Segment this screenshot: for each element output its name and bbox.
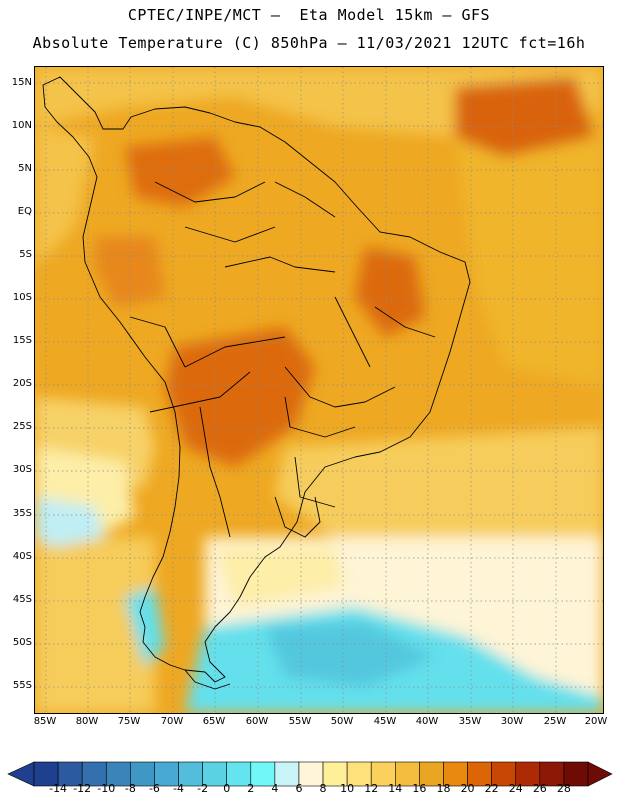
colorbar-tick-label: -10 — [97, 782, 116, 795]
lat-label: 40S — [12, 551, 32, 562]
colorbar-cell — [130, 761, 155, 787]
colorbar-cell — [250, 761, 276, 787]
colorbar-cell — [33, 761, 59, 787]
lon-label: 75W — [117, 716, 141, 727]
colorbar-tick-label: 28 — [556, 782, 571, 795]
colorbar-tick-label: 26 — [532, 782, 547, 795]
lon-label: 80W — [75, 716, 99, 727]
map-title-line2: Absolute Temperature (C) 850hPa – 11/03/… — [32, 34, 586, 52]
lat-label: 45S — [12, 594, 32, 605]
lon-label: 40W — [415, 716, 439, 727]
lon-label: 35W — [458, 716, 482, 727]
colorbar-tick-label: 12 — [364, 782, 379, 795]
colorbar-max-arrow — [587, 761, 613, 787]
lat-label: 50S — [12, 637, 32, 648]
lat-label: 10S — [12, 292, 32, 303]
colorbar-tick-label: 6 — [295, 782, 303, 795]
colorbar-cell — [443, 761, 468, 787]
colorbar-tick-label: -2 — [197, 782, 209, 795]
colorbar-tick-label: 0 — [223, 782, 231, 795]
lon-label: 50W — [330, 716, 354, 727]
colorbar-cell — [322, 761, 348, 787]
lon-label: 45W — [373, 716, 397, 727]
colorbar-cell — [202, 761, 227, 787]
colorbar-cell — [491, 761, 517, 787]
colorbar-tick-label: 18 — [436, 782, 451, 795]
lon-label: 65W — [202, 716, 226, 727]
lon-label: 25W — [543, 716, 567, 727]
colorbar-tick-label: -6 — [148, 782, 160, 795]
map-title-line1: CPTEC/INPE/MCT – Eta Model 15km – GFS — [127, 6, 491, 24]
coastlines — [42, 76, 471, 690]
colorbar-tick-label: 24 — [508, 782, 523, 795]
colorbar-cell — [298, 761, 324, 787]
lon-label: 20W — [584, 716, 608, 727]
lat-label: 30S — [12, 464, 32, 475]
lat-label: 55S — [12, 680, 32, 691]
lon-label: 30W — [500, 716, 524, 727]
colorbar-cell — [57, 761, 83, 787]
colorbar-cell — [154, 761, 179, 787]
colorbar-tick-label: 4 — [271, 782, 279, 795]
colorbar-tick-label: -4 — [173, 782, 184, 795]
colorbar-cell — [81, 761, 107, 787]
lat-label: 35S — [12, 508, 32, 519]
colorbar-tick-label: 2 — [247, 782, 255, 795]
colorbar-tick-label: 16 — [412, 782, 427, 795]
temperature-map — [34, 66, 604, 714]
colorbar-tick-label: 14 — [388, 782, 403, 795]
lat-label: 25S — [12, 421, 32, 432]
colorbar-min-arrow — [7, 761, 35, 787]
lat-label: 20S — [12, 378, 32, 389]
colorbar-tick-label: 8 — [319, 782, 327, 795]
lat-label: 10N — [11, 120, 32, 131]
colorbar-cell — [515, 761, 541, 787]
lat-label: EQ — [17, 206, 32, 217]
map-canvas — [35, 67, 603, 713]
colorbar-cell — [178, 761, 203, 787]
lon-label: 60W — [245, 716, 269, 727]
lat-label: 15N — [11, 77, 32, 88]
colorbar-cell — [370, 761, 396, 787]
colorbar-tick-label: 22 — [484, 782, 499, 795]
colorbar-tick-label: -8 — [124, 782, 136, 795]
colorbar-tick-label: -12 — [73, 782, 92, 795]
lat-label: 15S — [12, 335, 32, 346]
colorbar-cell — [226, 761, 252, 787]
lon-label: 55W — [288, 716, 312, 727]
lon-label: 85W — [33, 716, 57, 727]
colorbar-tick-label: -14 — [49, 782, 68, 795]
colorbar-cell — [467, 761, 492, 787]
temperature-colorbar — [7, 761, 613, 787]
colorbar-cell — [346, 761, 372, 787]
colorbar-tick-label: 20 — [460, 782, 475, 795]
colorbar-cell — [539, 761, 565, 787]
colorbar-cell — [563, 761, 589, 787]
colorbar-cell — [105, 761, 131, 787]
lon-label: 70W — [160, 716, 184, 727]
colorbar-tick-label: 10 — [340, 782, 355, 795]
colorbar-cell — [274, 761, 300, 787]
lat-label: 5N — [18, 163, 32, 174]
lat-label: 5S — [19, 249, 32, 260]
